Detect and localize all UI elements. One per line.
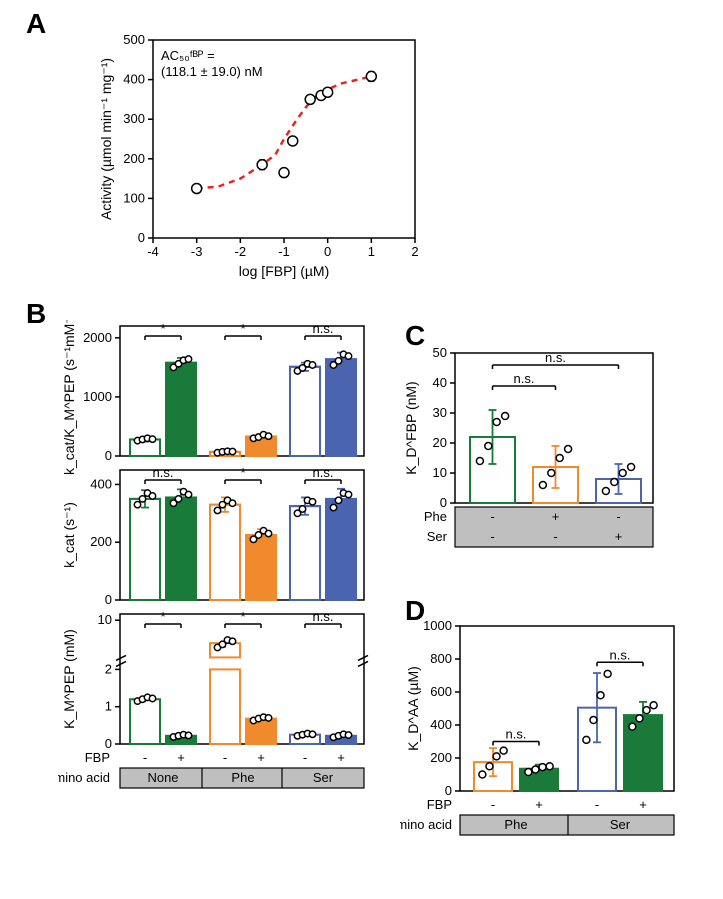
svg-text:k_cat/K_M^PEP (s⁻¹mM⁻¹): k_cat/K_M^PEP (s⁻¹mM⁻¹) xyxy=(61,320,77,475)
svg-text:Ser: Ser xyxy=(610,817,631,832)
svg-text:Amino acid: Amino acid xyxy=(58,770,110,785)
svg-text:+: + xyxy=(337,750,345,765)
svg-text:None: None xyxy=(147,770,178,785)
svg-text:*: * xyxy=(160,609,165,624)
svg-text:0: 0 xyxy=(440,495,447,510)
svg-text:*: * xyxy=(160,321,165,336)
svg-text:Amino acid: Amino acid xyxy=(400,817,452,832)
svg-text:*: * xyxy=(240,609,245,624)
svg-text:+: + xyxy=(552,509,560,524)
svg-text:n.s.: n.s. xyxy=(153,465,174,480)
svg-text:+: + xyxy=(257,750,265,765)
svg-text:100: 100 xyxy=(123,190,145,205)
svg-text:n.s.: n.s. xyxy=(313,321,334,336)
svg-text:Phe: Phe xyxy=(504,817,527,832)
svg-text:n.s.: n.s. xyxy=(514,371,535,386)
svg-text:n.s.: n.s. xyxy=(545,350,566,365)
svg-text:600: 600 xyxy=(430,684,452,699)
svg-text:0: 0 xyxy=(105,736,112,751)
svg-text:-: - xyxy=(143,750,147,765)
svg-text:AC₅₀ᶠᴮᴾ =: AC₅₀ᶠᴮᴾ = xyxy=(161,48,215,63)
svg-text:+: + xyxy=(639,797,647,812)
svg-text:*: * xyxy=(240,465,245,480)
svg-text:30: 30 xyxy=(433,405,447,420)
svg-text:+: + xyxy=(615,529,623,544)
svg-text:-4: -4 xyxy=(147,244,159,259)
svg-text:400: 400 xyxy=(430,717,452,732)
svg-text:Phe: Phe xyxy=(231,770,254,785)
svg-text:Ser: Ser xyxy=(427,529,448,544)
svg-text:-: - xyxy=(490,509,494,524)
svg-text:-1: -1 xyxy=(278,244,290,259)
panel-a-chart: -4 -3 -2 -1 0 1 2 0 100 200 300 400 500 log [FBP] (µM… xyxy=(95,28,435,288)
panel-d-chart: 0 200 400 600 800 1000 K_D^AA (µM) n.s. n.s. FBP -… xyxy=(400,618,700,888)
svg-text:-3: -3 xyxy=(191,244,203,259)
svg-text:0: 0 xyxy=(445,783,452,798)
svg-text:2: 2 xyxy=(411,244,418,259)
svg-text:log [FBP] (µM): log [FBP] (µM) xyxy=(239,263,330,279)
svg-text:Activity (µmol min⁻¹ mg⁻¹): Activity (µmol min⁻¹ mg⁻¹) xyxy=(98,58,114,220)
svg-text:40: 40 xyxy=(433,375,447,390)
svg-text:K_D^AA (µM): K_D^AA (µM) xyxy=(405,666,421,751)
svg-text:0: 0 xyxy=(105,592,112,607)
svg-text:10: 10 xyxy=(98,612,112,627)
panel-b-chart: 010002000k_cat/K_M^PEP (s⁻¹mM⁻¹)**n.s.02… xyxy=(58,320,388,880)
svg-text:FBP: FBP xyxy=(85,750,110,765)
svg-text:-: - xyxy=(490,529,494,544)
svg-text:-: - xyxy=(595,797,599,812)
svg-text:0: 0 xyxy=(138,230,145,245)
svg-text:+: + xyxy=(177,750,185,765)
svg-text:20: 20 xyxy=(433,435,447,450)
svg-text:2: 2 xyxy=(105,661,112,676)
svg-text:0: 0 xyxy=(105,448,112,463)
panel-c-chart: 0 10 20 30 40 50 K_D^FBP (nM) n.s. n.s. Phe - + - Ser… xyxy=(400,345,700,595)
svg-text:1: 1 xyxy=(368,244,375,259)
panel-b-label: B xyxy=(26,298,46,330)
svg-text:-2: -2 xyxy=(235,244,247,259)
svg-text:(118.1 ± 19.0) nM: (118.1 ± 19.0) nM xyxy=(161,64,263,79)
svg-text:-: - xyxy=(491,797,495,812)
svg-text:300: 300 xyxy=(123,111,145,126)
svg-text:50: 50 xyxy=(433,345,447,360)
svg-text:-: - xyxy=(616,509,620,524)
svg-text:n.s.: n.s. xyxy=(610,647,631,662)
svg-text:*: * xyxy=(240,321,245,336)
svg-text:k_cat (s⁻¹): k_cat (s⁻¹) xyxy=(61,502,77,568)
svg-text:+: + xyxy=(535,797,543,812)
svg-text:500: 500 xyxy=(123,32,145,47)
svg-text:-: - xyxy=(303,750,307,765)
svg-text:Phe: Phe xyxy=(424,509,447,524)
svg-text:1000: 1000 xyxy=(423,618,452,633)
svg-text:-: - xyxy=(553,529,557,544)
svg-text:1000: 1000 xyxy=(83,389,112,404)
panel-a-label: A xyxy=(26,8,46,40)
svg-text:-: - xyxy=(223,750,227,765)
svg-text:FBP: FBP xyxy=(427,797,452,812)
svg-text:n.s.: n.s. xyxy=(313,609,334,624)
svg-text:0: 0 xyxy=(324,244,331,259)
svg-text:10: 10 xyxy=(433,465,447,480)
svg-text:200: 200 xyxy=(123,151,145,166)
svg-text:800: 800 xyxy=(430,651,452,666)
svg-text:K_M^PEP (mM): K_M^PEP (mM) xyxy=(61,629,77,729)
svg-text:K_D^FBP (nM): K_D^FBP (nM) xyxy=(403,381,419,474)
svg-text:Ser: Ser xyxy=(313,770,334,785)
svg-text:200: 200 xyxy=(430,750,452,765)
svg-text:2000: 2000 xyxy=(83,330,112,345)
svg-text:n.s.: n.s. xyxy=(313,465,334,480)
svg-text:n.s.: n.s. xyxy=(506,727,527,742)
svg-text:400: 400 xyxy=(123,72,145,87)
svg-text:400: 400 xyxy=(90,476,112,491)
svg-text:1: 1 xyxy=(105,699,112,714)
svg-text:200: 200 xyxy=(90,534,112,549)
